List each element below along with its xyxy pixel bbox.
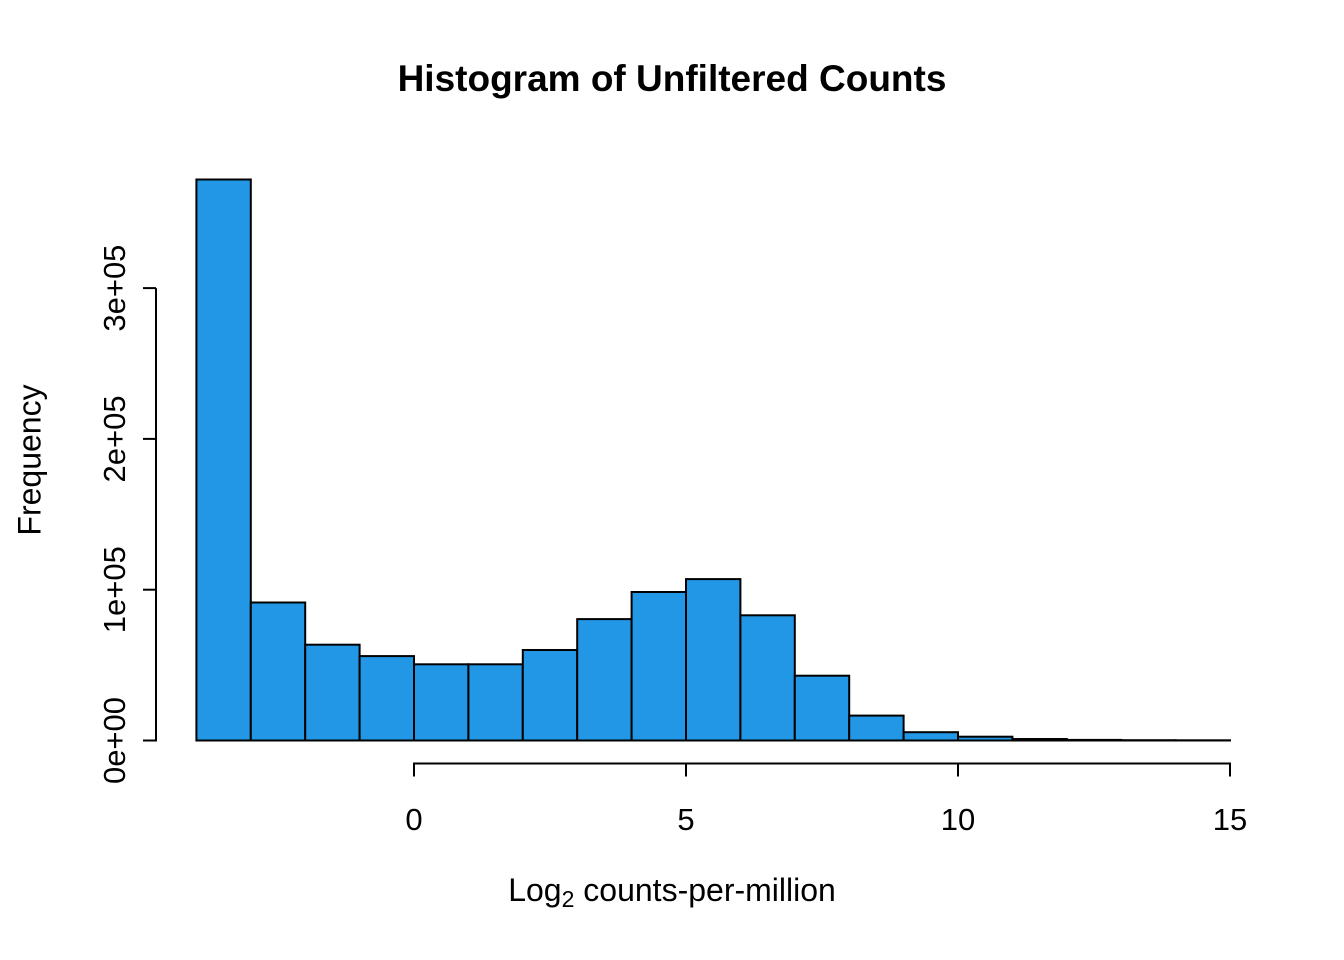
histogram-bar <box>304 643 361 742</box>
x-tick-label: 5 <box>677 802 694 837</box>
histogram-bar <box>521 649 579 742</box>
histogram-bar <box>685 578 742 742</box>
histogram-bar <box>793 674 851 742</box>
x-axis-title-rest: counts-per-million <box>574 872 836 908</box>
histogram-bar <box>1065 738 1123 742</box>
y-tick-label: 3e+05 <box>97 245 132 332</box>
histogram-bar <box>413 663 470 742</box>
x-axis-title-prefix: Log <box>508 872 562 908</box>
histogram-bar <box>848 714 905 742</box>
y-tick-label: 1e+05 <box>97 546 132 633</box>
histogram-bar <box>957 735 1014 742</box>
histogram-bar <box>1011 738 1068 742</box>
x-tick-label: 0 <box>405 802 422 837</box>
histogram-bar <box>358 655 416 742</box>
x-axis-title-subscript: 2 <box>561 885 575 912</box>
histogram-bar <box>195 178 252 742</box>
histogram-bar <box>576 618 633 742</box>
histogram-bar <box>739 614 796 742</box>
y-tick-label: 2e+05 <box>97 395 132 482</box>
histogram-bar <box>902 731 959 742</box>
histogram-bar <box>467 663 524 742</box>
y-tick-label: 0e+00 <box>97 697 132 784</box>
x-tick-label: 15 <box>1213 802 1247 837</box>
x-axis-title: Log2 counts-per-million <box>0 872 1344 913</box>
histogram-bar <box>630 591 687 742</box>
x-tick-label: 10 <box>941 802 975 837</box>
histogram-bar <box>249 601 307 742</box>
chart-title: Histogram of Unfiltered Counts <box>397 58 947 99</box>
